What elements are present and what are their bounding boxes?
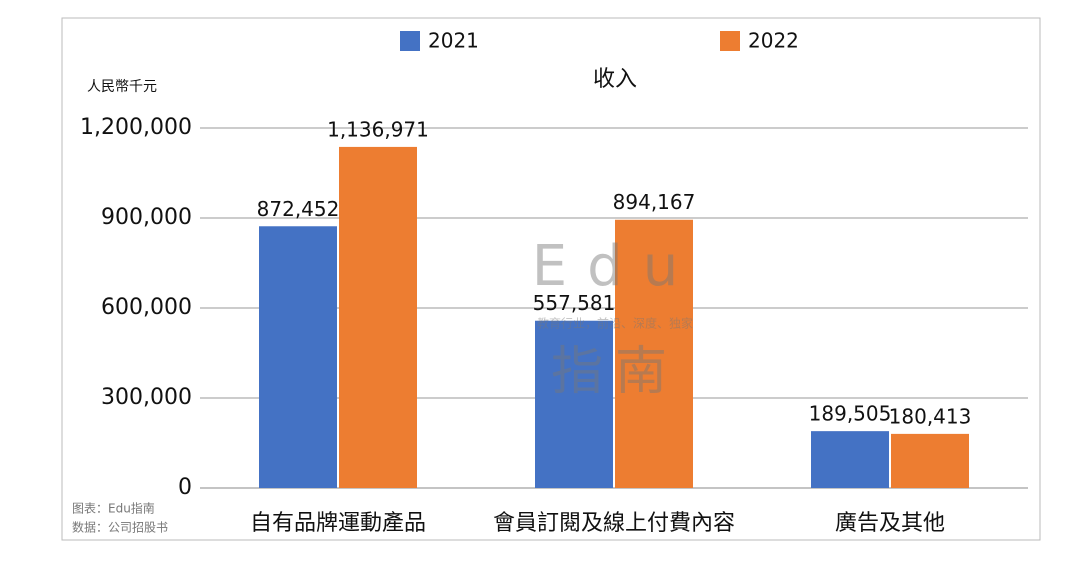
note: 图表：Edu指南 [72, 501, 155, 516]
x-tick-label: 會員訂閱及線上付費內容 [493, 511, 735, 536]
legend-label: 2021 [428, 29, 479, 53]
watermark-text: Edu [532, 234, 698, 299]
watermark-text: 教育行业，前沿、深度、独家 [537, 316, 693, 331]
value-label: 872,452 [257, 197, 340, 221]
value-label: 1,136,971 [327, 117, 429, 141]
value-label: 894,167 [613, 190, 696, 214]
bar [535, 320, 613, 488]
watermark-text: 指南 [551, 342, 679, 402]
bar [891, 433, 969, 488]
y-tick-label: 600,000 [101, 295, 192, 320]
bar [615, 219, 693, 489]
legend-label: 2022 [748, 29, 799, 53]
value-label: 557,581 [533, 291, 616, 315]
chart-title: 收入 [593, 67, 637, 92]
legend-swatch [400, 31, 420, 51]
bar [339, 146, 417, 489]
y-tick-label: 1,200,000 [80, 115, 192, 140]
y-axis-label: 人民幣千元 [87, 79, 157, 95]
note: 数据：公司招股书 [72, 520, 168, 535]
y-tick-label: 0 [178, 475, 192, 500]
watermark: Edu 教育行业，前沿、深度、独家 指南 [532, 234, 698, 402]
y-tick-label: 900,000 [101, 205, 192, 230]
legend-swatch [720, 31, 740, 51]
bar [811, 431, 889, 488]
value-label: 189,505 [809, 402, 892, 426]
y-tick-label: 300,000 [101, 385, 192, 410]
x-tick-label: 廣告及其他 [835, 511, 945, 536]
value-label: 180,413 [889, 404, 972, 428]
bar [259, 226, 337, 488]
x-tick-label: 自有品牌運動產品 [250, 511, 426, 536]
